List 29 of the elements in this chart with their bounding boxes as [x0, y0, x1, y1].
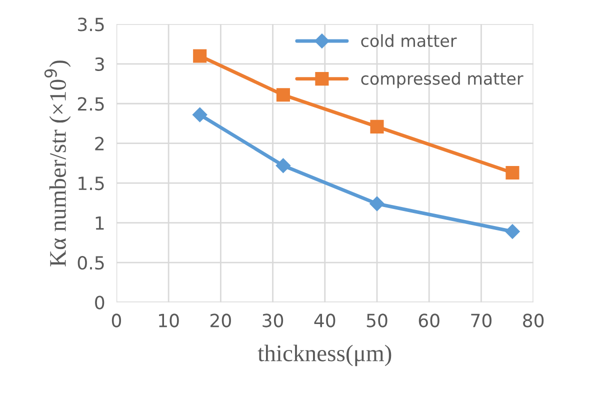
y-tick-label: 1.5	[78, 176, 104, 190]
y-tick-label: 0.5	[78, 256, 104, 270]
x-tick-label: 20	[210, 314, 231, 328]
point	[193, 49, 207, 63]
y-axis-title: Kα number/str (×10$^{9}$)	[44, 60, 71, 266]
point	[276, 158, 291, 173]
y-tick-label: 2.5	[78, 97, 104, 111]
y-tick-label: 3	[95, 57, 104, 72]
x-tick-label: 70	[471, 314, 492, 328]
x-tick-label: 50	[366, 314, 388, 328]
y-tick-label: 1	[96, 216, 104, 230]
point	[276, 88, 290, 102]
x-tick-label: 10	[159, 314, 179, 328]
point	[370, 120, 384, 134]
point	[505, 224, 520, 239]
x-tick-label: 0	[112, 314, 122, 328]
x-tick-label: 30	[262, 314, 284, 328]
x-axis-title: thickness(μm)	[258, 344, 392, 366]
x-tick-label: 40	[314, 314, 336, 328]
y-tick-label: 3.5	[78, 18, 104, 32]
legend-label: compressed matter	[361, 72, 524, 88]
y-tick-label: 2	[95, 136, 104, 150]
x-tick-label: 80	[523, 314, 544, 328]
point	[192, 107, 208, 122]
y-tick-label: 0	[95, 296, 104, 310]
x-tick-label: 60	[418, 314, 440, 328]
point	[506, 166, 520, 180]
point	[370, 196, 384, 212]
legend-label: cold matter	[361, 34, 457, 48]
